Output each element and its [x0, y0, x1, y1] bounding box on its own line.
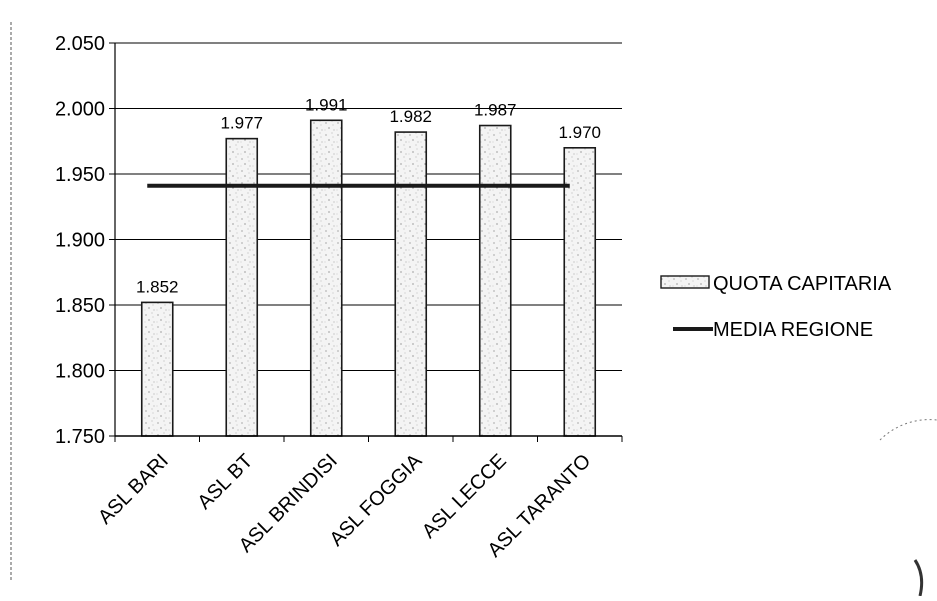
- bar-asl-taranto: [563, 147, 597, 437]
- bars: [140, 119, 597, 437]
- data-labels: 1.852 1.977 1.991 1.982 1.987 1.970: [136, 95, 601, 296]
- bar-asl-foggia: [394, 131, 428, 437]
- bar-asl-bt: [225, 137, 259, 437]
- y-axis: 1.750 1.800 1.850 1.900 1.950 2.000 2.050: [10, 22, 116, 580]
- legend-label-quota-capitaria: QUOTA CAPITARIA: [713, 273, 892, 295]
- legend: QUOTA CAPITARIA MEDIA REGIONE: [660, 273, 937, 597]
- gridlines: [115, 42, 622, 437]
- x-tick-label: ASL LECCE: [418, 450, 511, 543]
- bar-value-label: 1.852: [136, 277, 179, 296]
- y-tick-label: 2.050: [55, 33, 105, 55]
- y-tick-label: 2.000: [55, 99, 105, 121]
- bar-value-label: 1.970: [558, 123, 601, 142]
- y-tick-label: 1.950: [55, 164, 105, 186]
- bar-asl-bari: [140, 301, 174, 437]
- y-tick-label: 1.900: [55, 230, 105, 252]
- bar-value-label: 1.991: [305, 95, 348, 114]
- bar-asl-brindisi: [309, 119, 343, 437]
- legend-label-media-regione: MEDIA REGIONE: [713, 319, 873, 341]
- x-tick-label: ASL BARI: [94, 450, 173, 529]
- legend-swatch-quota-capitaria: [660, 275, 710, 289]
- y-tick-label: 1.850: [55, 295, 105, 317]
- y-tick-label: 1.800: [55, 361, 105, 383]
- bar-value-label: 1.987: [474, 101, 517, 120]
- bar-asl-lecce: [478, 124, 512, 437]
- bar-value-label: 1.982: [389, 107, 432, 126]
- stamp-artifact: [913, 559, 924, 597]
- x-tick-label: ASL BT: [194, 450, 258, 514]
- bar-value-label: 1.977: [220, 114, 263, 133]
- y-tick-label: 1.750: [55, 426, 105, 448]
- stamp-artifact: [879, 419, 937, 441]
